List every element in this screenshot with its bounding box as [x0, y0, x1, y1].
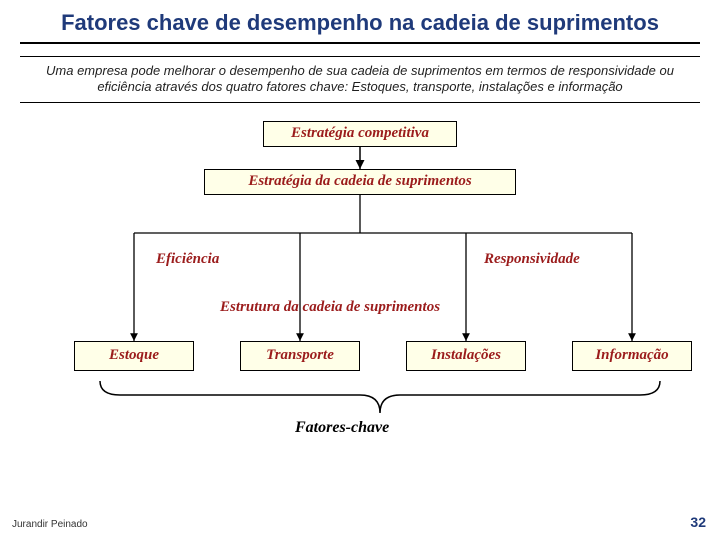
label-eficiencia: Eficiência — [156, 251, 219, 268]
box-label: Instalações — [431, 347, 501, 364]
box-label: Estratégia competitiva — [291, 125, 429, 142]
box-informacao: Informação — [572, 341, 692, 371]
diagram-connectors — [0, 103, 720, 453]
label-estrutura-cadeia: Estrutura da cadeia de suprimentos — [220, 299, 440, 316]
label-responsividade: Responsividade — [484, 251, 580, 268]
subtitle-text: Uma empresa pode melhorar o desempenho d… — [0, 57, 720, 102]
footer-page-number: 32 — [690, 514, 706, 530]
label-fatores-chave: Fatores-chave — [295, 419, 389, 437]
box-label: Informação — [595, 347, 668, 364]
box-estrategia-competitiva: Estratégia competitiva — [263, 121, 457, 147]
page-title: Fatores chave de desempenho na cadeia de… — [0, 0, 720, 42]
box-transporte: Transporte — [240, 341, 360, 371]
box-instalacoes: Instalações — [406, 341, 526, 371]
box-estoque: Estoque — [74, 341, 194, 371]
box-label: Transporte — [266, 347, 334, 364]
box-label: Estratégia da cadeia de suprimentos — [248, 173, 471, 190]
box-label: Estoque — [109, 347, 159, 364]
box-estrategia-cadeia: Estratégia da cadeia de suprimentos — [204, 169, 516, 195]
footer-author: Jurandir Peinado — [12, 519, 88, 530]
diagram-container: Estratégia competitiva Estratégia da cad… — [0, 103, 720, 453]
